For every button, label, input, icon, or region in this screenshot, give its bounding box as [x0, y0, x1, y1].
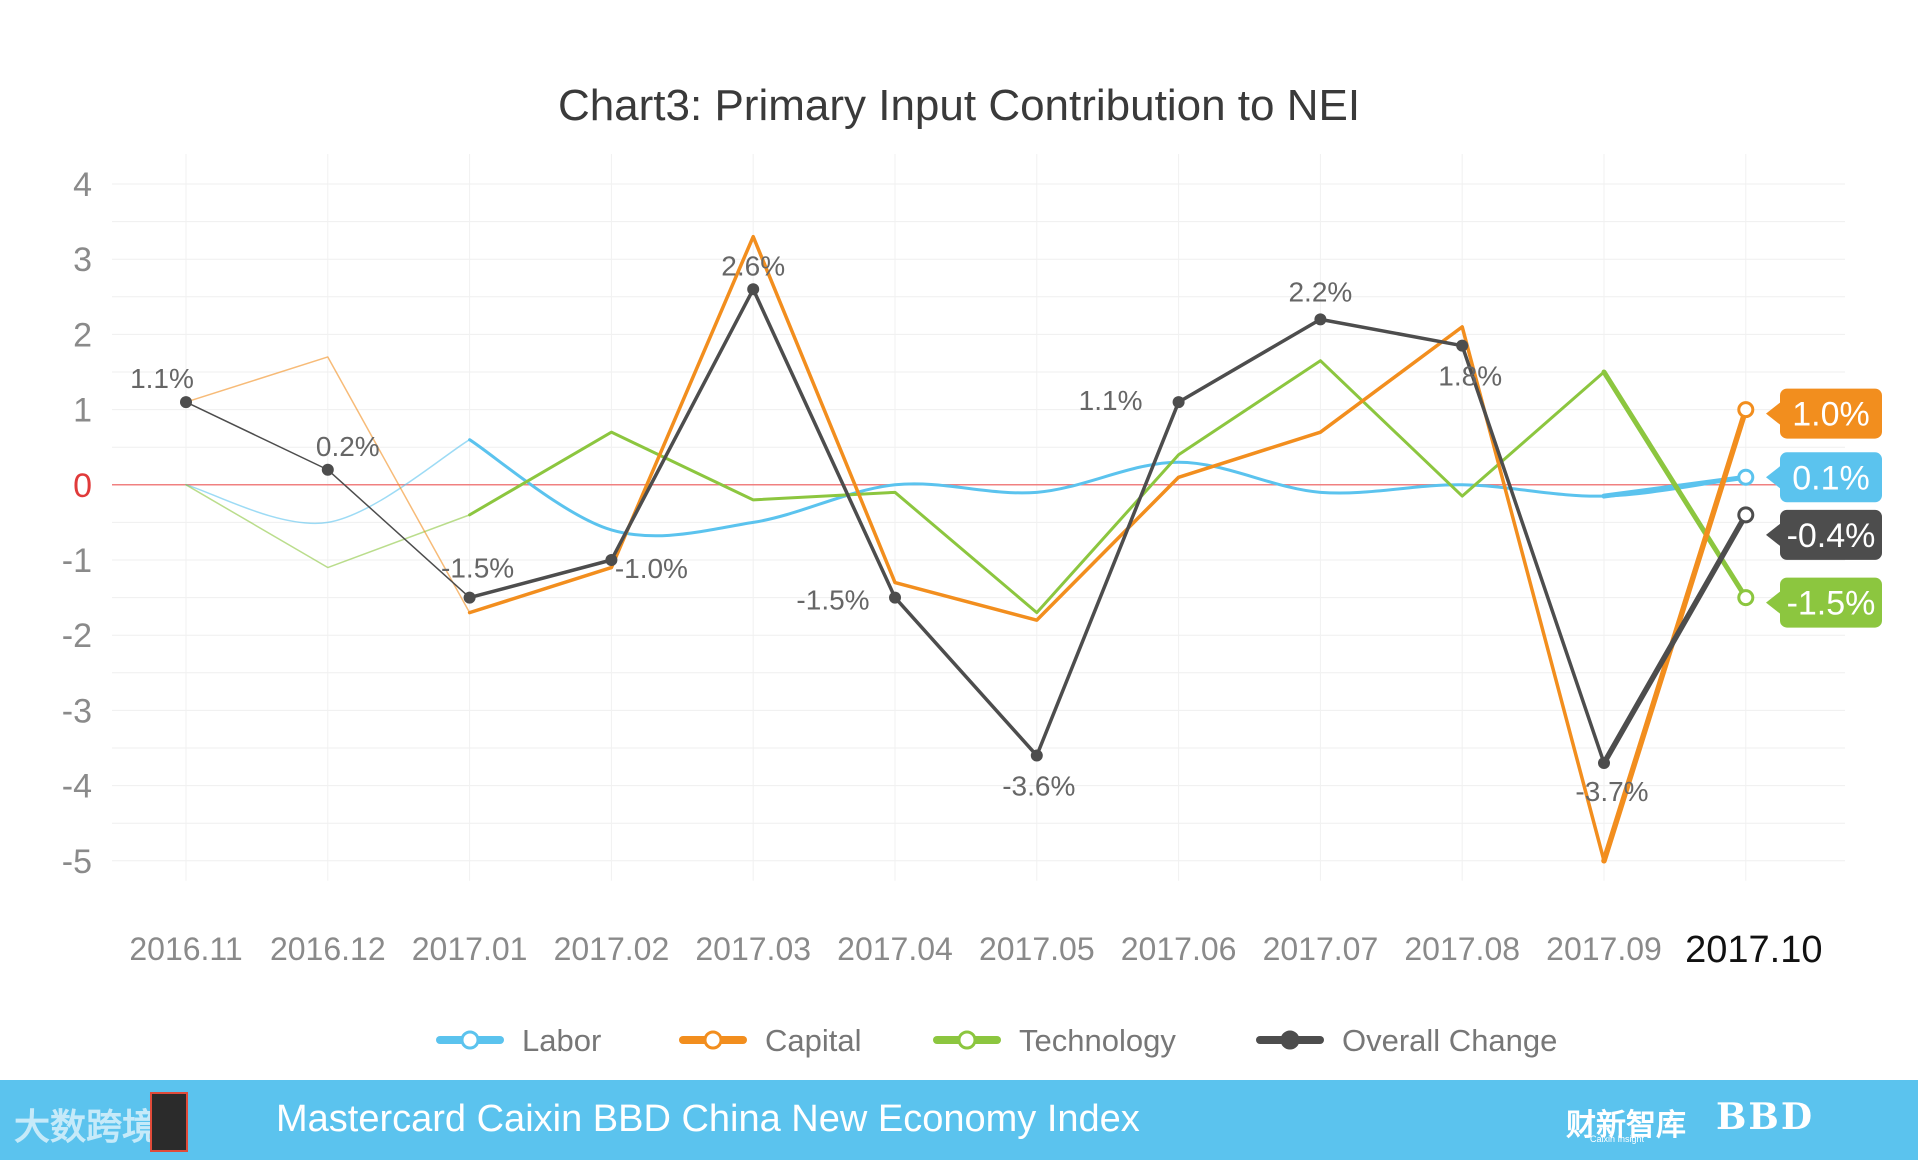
end-label-pointer: [1766, 523, 1780, 546]
legend-label: Capital: [765, 1023, 862, 1058]
legend-item-overall-change[interactable]: Overall Change: [1256, 1023, 1557, 1058]
end-label-text: -1.5%: [1787, 585, 1876, 623]
end-label-text: 1.0%: [1792, 396, 1870, 434]
end-label-pointer: [1766, 591, 1780, 614]
x-tick-label: 2017.05: [979, 931, 1095, 967]
overall-change-line: [467, 287, 1748, 765]
end-label-box: [1780, 388, 1882, 439]
legend-label: Overall Change: [1342, 1023, 1557, 1058]
caixin-insight-logo: 财新智库: [1566, 1109, 1686, 1142]
y-tick-label: -3: [62, 692, 92, 730]
y-tick-label: 0: [73, 467, 92, 505]
y-tick-label: 1: [73, 392, 92, 430]
y-tick-label: -1: [62, 542, 92, 580]
end-label-pointer: [1766, 402, 1780, 425]
capital-end-point: [1737, 401, 1755, 419]
overall-data-label: 1.1%: [1079, 385, 1143, 416]
end-label-text: -0.4%: [1787, 517, 1876, 555]
capital-line: [185, 356, 471, 614]
labor-end-point: [1737, 468, 1755, 486]
technology-line: [185, 484, 471, 569]
y-tick-label: 2: [73, 316, 92, 354]
y-tick-label: -5: [62, 843, 92, 881]
x-tick-label: 2017.04: [837, 931, 953, 967]
x-tick-label: 2017.03: [695, 931, 811, 967]
overall-change-line: [1601, 512, 1749, 766]
end-label-box: [1780, 509, 1882, 560]
nei-logo-icon: [150, 1092, 188, 1152]
overall-point: [1314, 313, 1327, 326]
x-tick-label: 2017.07: [1263, 931, 1379, 967]
overall-data-label: 2.6%: [721, 250, 785, 281]
legend-swatch-marker: [957, 1030, 977, 1050]
grid: [112, 154, 1845, 881]
legend-item-labor[interactable]: Labor: [436, 1023, 601, 1058]
legend-swatch-marker: [703, 1030, 723, 1050]
capital-line: [467, 234, 1748, 863]
overall-data-label: -3.6%: [1002, 771, 1075, 802]
overall-change-end-point: [1737, 506, 1755, 524]
x-tick-label: 2016.12: [270, 931, 386, 967]
overall-point: [1030, 749, 1043, 762]
x-tick-label: 2017.06: [1121, 931, 1237, 967]
legend-label: Labor: [522, 1023, 601, 1058]
footer-banner: 大数跨境 Mastercard Caixin BBD China New Eco…: [0, 1080, 1918, 1160]
overall-point: [889, 591, 901, 604]
legend[interactable]: Labor Capital Technology Overall Change: [436, 1023, 1557, 1058]
y-tick-label: 4: [73, 166, 92, 204]
end-label-text: 0.1%: [1792, 459, 1870, 497]
line-chart: Chart3: Primary Input Contribution to NE…: [62, 81, 1882, 1058]
legend-label: Technology: [1019, 1023, 1176, 1058]
bbd-logo: BBD: [1716, 1096, 1815, 1138]
end-label-box: [1780, 452, 1882, 503]
caixin-insight-sub: Caixin Insight: [1590, 1134, 1645, 1144]
y-tick-label: -2: [62, 617, 92, 655]
x-tick-label: 2017.09: [1546, 931, 1662, 967]
overall-point: [180, 396, 192, 409]
x-tick-label: 2017.02: [554, 931, 670, 967]
overall-data-label: -1.0%: [615, 553, 688, 584]
watermark-text: 大数跨境: [14, 1106, 159, 1147]
series: [180, 234, 1755, 864]
end-label-box: [1780, 577, 1882, 628]
overall-point: [321, 463, 334, 476]
footer-title: Mastercard Caixin BBD China New Economy …: [276, 1098, 1140, 1140]
overall-point: [1456, 339, 1469, 352]
x-tick-label: 2017.10: [1685, 929, 1822, 971]
technology-line: [468, 359, 1748, 615]
overall-data-label: 1.8%: [1438, 361, 1502, 392]
overall-data-label: -1.5%: [796, 585, 869, 616]
x-tick-label: 2017.01: [412, 931, 528, 967]
overall-data-label: -3.7%: [1575, 776, 1648, 807]
labor-line: [185, 438, 471, 525]
overall-point: [463, 591, 476, 604]
legend-item-capital[interactable]: Capital: [679, 1023, 862, 1058]
legend-swatch-marker: [1280, 1030, 1300, 1050]
end-label-pointer: [1766, 466, 1780, 489]
x-axis: 2016.11 2016.12 2017.01 2017.02 2017.03 2017.…: [129, 929, 1822, 971]
y-tick-label: -4: [62, 768, 92, 806]
chart-title: Chart3: Primary Input Contribution to NE…: [558, 81, 1360, 130]
legend-swatch-marker: [460, 1030, 480, 1050]
x-tick-label: 2017.08: [1404, 931, 1520, 967]
overall-point: [1598, 757, 1610, 770]
labor-line: [468, 438, 1748, 538]
overall-data-label: 2.2%: [1288, 276, 1352, 307]
y-tick-label: 3: [73, 241, 92, 279]
data-labels: 1.1% 0.2% -1.5% -1.0% 2.6% -1.5% -3.6% 1.1% 2.2%…: [130, 250, 1648, 807]
end-labels: 1.0% 0.1% -0.4% -1.5%: [1766, 388, 1882, 628]
overall-data-label: 0.2%: [316, 431, 380, 462]
overall-data-label: 1.1%: [130, 363, 194, 394]
overall-point: [605, 554, 618, 566]
overall-point: [1172, 396, 1185, 409]
technology-end-point: [1737, 589, 1755, 607]
y-axis: 4 3 2 1 0 -1 -2 -3 -4 -5: [62, 166, 92, 881]
overall-data-label: -1.5%: [441, 553, 514, 584]
legend-item-technology[interactable]: Technology: [933, 1023, 1176, 1058]
x-tick-label: 2016.11: [129, 931, 242, 967]
overall-point: [747, 283, 760, 296]
